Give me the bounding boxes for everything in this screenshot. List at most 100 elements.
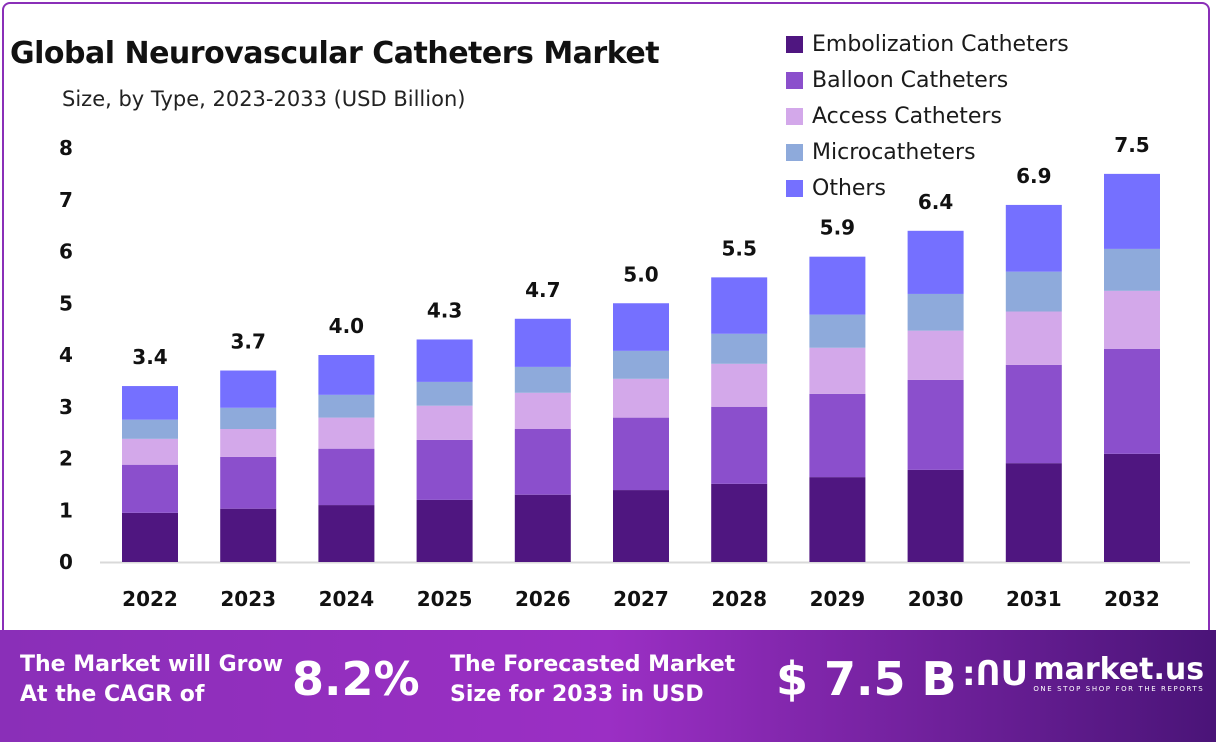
bar-segment-microcatheters [220, 407, 277, 430]
bar-segment-microcatheters [1005, 271, 1062, 312]
bar-segment-access-catheters [318, 417, 375, 449]
data-label-total: 4.0 [329, 314, 364, 338]
bar-segment-balloon-catheters [514, 429, 571, 495]
bar-segment-others [122, 386, 178, 420]
data-label-total: 5.0 [623, 262, 658, 286]
chart-subtitle: Size, by Type, 2023-2033 (USD Billion) [62, 87, 466, 111]
bar-segment-balloon-catheters [711, 406, 768, 484]
bar-segment-balloon-catheters [907, 379, 964, 470]
bar-segment-access-catheters [809, 347, 866, 394]
bar-segment-balloon-catheters [809, 393, 866, 478]
market-us-logo: :ՈՍ market.us ONE STOP SHOP FOR THE REPO… [962, 654, 1204, 694]
bar-segment-others [809, 256, 866, 315]
bar-segment-embolization-catheters [613, 490, 669, 562]
bar-segment-embolization-catheters [1104, 453, 1160, 562]
cagr-label-line2: At the CAGR of [20, 682, 205, 707]
bar-segment-embolization-catheters [514, 494, 571, 562]
bar-segment-balloon-catheters [122, 464, 178, 513]
data-label-total: 7.5 [1114, 133, 1149, 157]
data-label-total: 4.3 [427, 298, 462, 322]
bar-segment-embolization-catheters [809, 477, 866, 562]
data-label-total: 6.9 [1016, 164, 1051, 188]
forecast-label: The Forecasted Market Size for 2033 in U… [450, 650, 735, 710]
bar-segment-microcatheters [416, 381, 473, 406]
legend: Embolization Catheters Balloon Catheters… [786, 26, 1069, 206]
x-tick-label: 2026 [515, 587, 571, 611]
bar-segment-access-catheters [220, 429, 277, 457]
y-tick-label: 5 [59, 291, 73, 315]
legend-label: Access Catheters [812, 103, 1002, 129]
x-tick-label: 2022 [122, 587, 178, 611]
bar-segment-embolization-catheters [220, 508, 277, 562]
x-tick-label: 2027 [613, 587, 669, 611]
bar-segment-microcatheters [318, 394, 375, 418]
x-tick-label: 2031 [1006, 587, 1062, 611]
bar-segment-access-catheters [1104, 290, 1160, 349]
bar-segment-access-catheters [122, 438, 178, 465]
cagr-value: 8.2% [292, 652, 420, 706]
data-label-total: 6.4 [918, 190, 953, 214]
bar-segment-others [1005, 204, 1062, 272]
bar-segment-others [1104, 173, 1160, 249]
y-tick-label: 6 [59, 240, 73, 264]
bar-segment-access-catheters [416, 405, 473, 440]
bar-segment-balloon-catheters [613, 417, 669, 491]
bar-segment-balloon-catheters [1005, 364, 1062, 464]
legend-swatch [786, 71, 803, 89]
bar-chart: 0 1 2 3 4 5 6 7 8 3.4 2022 3.7 2023 4.0 2024 4.3 2025 4.7… [59, 133, 1190, 611]
legend-swatch [786, 179, 803, 197]
x-tick-label: 2028 [711, 587, 767, 611]
bar-segment-microcatheters [907, 293, 964, 331]
y-tick-label: 4 [59, 343, 73, 367]
bar-segment-access-catheters [711, 363, 768, 407]
bar-segment-balloon-catheters [220, 456, 277, 509]
cagr-label-line1: The Market will Grow [20, 652, 283, 677]
summary-banner: The Market will Grow At the CAGR of 8.2%… [0, 630, 1216, 742]
bar-segment-others [613, 303, 669, 351]
bar-segment-others [416, 339, 473, 382]
x-tick-label: 2023 [220, 587, 276, 611]
bar-segment-balloon-catheters [1104, 348, 1160, 454]
bar-segment-others [514, 318, 571, 367]
x-tick-label: 2032 [1104, 587, 1160, 611]
bar-segment-microcatheters [613, 350, 669, 379]
legend-label: Microcatheters [812, 139, 976, 165]
legend-swatch [786, 107, 803, 125]
legend-item-access: Access Catheters [786, 98, 1069, 134]
x-tick-label: 2025 [417, 587, 473, 611]
bar-segment-others [711, 277, 768, 334]
bar-segment-microcatheters [809, 314, 866, 348]
legend-label: Others [812, 175, 886, 201]
bar-segment-access-catheters [1005, 311, 1062, 365]
bar-segment-others [318, 355, 375, 395]
logo-tagline: ONE STOP SHOP FOR THE REPORTS [1033, 685, 1205, 693]
forecast-label-line1: The Forecasted Market [450, 652, 736, 677]
legend-swatch [786, 143, 803, 161]
y-tick-label: 2 [59, 447, 73, 471]
bar-segment-embolization-catheters [1005, 463, 1062, 562]
bar-segment-microcatheters [711, 333, 768, 364]
bar-segment-access-catheters [514, 392, 571, 430]
bar-segment-balloon-catheters [318, 448, 375, 506]
bar-segment-embolization-catheters [711, 483, 768, 562]
legend-item-balloon: Balloon Catheters [786, 62, 1069, 98]
bar-segment-access-catheters [613, 378, 669, 418]
legend-label: Balloon Catheters [812, 67, 1009, 93]
bar-segment-embolization-catheters [318, 505, 375, 562]
y-tick-label: 1 [59, 498, 73, 522]
y-tick-label: 7 [59, 188, 73, 212]
data-label-total: 3.4 [132, 345, 167, 369]
y-tick-label: 8 [59, 136, 73, 160]
bar-segment-microcatheters [1104, 248, 1160, 291]
x-tick-label: 2029 [810, 587, 866, 611]
bar-segment-microcatheters [122, 419, 178, 439]
chart-title: Global Neurovascular Catheters Market [10, 36, 660, 71]
cagr-label: The Market will Grow At the CAGR of [20, 650, 283, 710]
bar-segment-microcatheters [514, 366, 571, 393]
legend-swatch [786, 35, 803, 53]
bar-segment-balloon-catheters [416, 439, 473, 500]
legend-item-micro: Microcatheters [786, 134, 1069, 170]
data-label-total: 5.9 [820, 216, 855, 240]
bar-segment-access-catheters [907, 330, 964, 380]
forecast-value: $ 7.5 B [776, 652, 957, 706]
